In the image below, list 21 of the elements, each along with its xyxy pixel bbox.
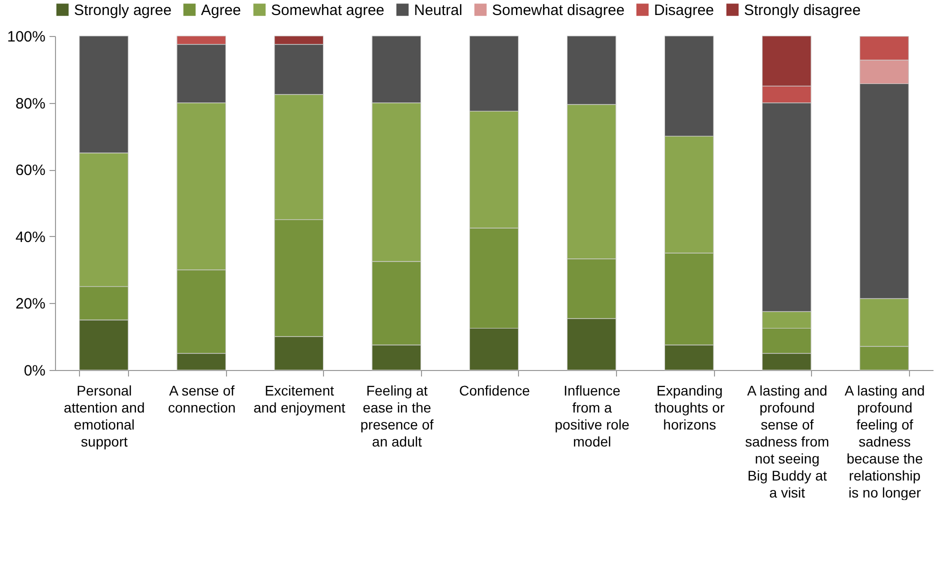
legend-label: Neutral — [414, 2, 462, 19]
legend-label: Strongly agree — [74, 2, 172, 19]
legend-label: Strongly disagree — [744, 2, 861, 19]
x-tick-label: Personal attention and emotional support — [64, 382, 145, 450]
y-tick-label: 80% — [15, 95, 46, 112]
x-tick-label: A sense of connection — [168, 382, 236, 416]
legend-label: Disagree — [654, 2, 714, 19]
x-tick-label: Confidence — [459, 382, 530, 398]
y-tick-label: 0% — [24, 362, 46, 380]
y-tick-label: 60% — [15, 162, 46, 180]
x-tick-label: Feeling at ease in the presence of an adult — [360, 382, 434, 450]
y-tick-label: 100% — [7, 28, 46, 46]
y-tick-label: 40% — [15, 228, 46, 246]
legend-label: Agree — [201, 2, 242, 19]
x-tick-label: Influence from a positive role model — [554, 382, 630, 450]
legend-label: Somewhat disagree — [492, 2, 625, 19]
legend-label: Somewhat agree — [271, 2, 384, 19]
y-tick-label: 20% — [15, 296, 46, 313]
x-tick-label: A lasting and profound sense of sadness from not seeing Big Buddy at a visit — [745, 382, 830, 500]
x-tick-label: Excitement and enjoyment — [253, 382, 346, 416]
x-tick-label: Expanding thoughts or horizons — [654, 382, 725, 432]
